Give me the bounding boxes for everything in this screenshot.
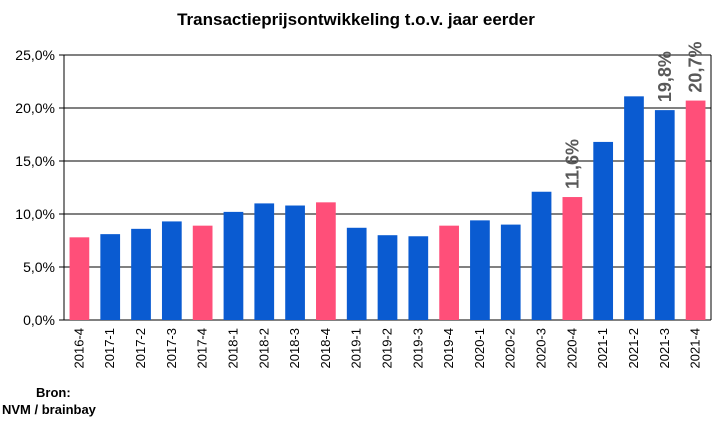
- x-tick-label: 2020-2: [503, 328, 518, 368]
- bar-2019-3: [408, 236, 429, 320]
- bar-2021-3: [654, 110, 675, 321]
- bar-2019-2: [377, 235, 398, 320]
- y-tick-label: 0,0%: [23, 312, 55, 328]
- bar-2017-4: [192, 225, 213, 320]
- y-tick-label: 5,0%: [23, 259, 55, 275]
- bar-2020-3: [531, 191, 552, 320]
- bar-2017-1: [100, 234, 121, 320]
- y-axis-ticks: 0,0% 5,0% 10,0% 15,0% 20,0% 25,0%: [15, 47, 55, 328]
- bar-2019-1: [346, 227, 367, 320]
- x-tick-label: 2018-3: [287, 328, 302, 368]
- x-tick-label: 2019-1: [349, 328, 364, 368]
- x-tick-label: 2021-2: [626, 328, 641, 368]
- source-name: NVM / brainbay: [2, 402, 96, 417]
- x-tick-label: 2017-1: [102, 328, 117, 368]
- data-labels: 11,6% 19,8% 20,7%: [562, 42, 705, 190]
- y-tick-label: 20,0%: [15, 100, 55, 116]
- bar-2021-4: [685, 100, 706, 320]
- x-tick-label: 2021-1: [595, 328, 610, 368]
- bar-2016-4: [69, 237, 90, 320]
- bar-2021-2: [624, 96, 644, 320]
- y-tick-label: 25,0%: [15, 47, 55, 63]
- bar-2021-1: [593, 141, 614, 320]
- x-tick-label: 2018-4: [318, 328, 333, 368]
- bar-2018-4: [316, 202, 336, 320]
- bar-2020-1: [470, 220, 490, 320]
- bar-2019-4: [439, 225, 459, 320]
- bar-2017-2: [131, 228, 151, 320]
- data-label: 11,6%: [562, 139, 582, 189]
- bar-2018-2: [254, 203, 275, 320]
- x-tick-label: 2017-4: [195, 328, 210, 368]
- bars: [69, 96, 706, 321]
- x-tick-label: 2018-2: [256, 328, 271, 368]
- bar-2020-4: [562, 197, 583, 320]
- bar-2020-2: [500, 224, 521, 320]
- x-tick-label: 2019-3: [410, 328, 425, 368]
- x-tick-label: 2018-1: [225, 328, 240, 368]
- bar-2018-3: [285, 205, 305, 320]
- x-tick-label: 2021-4: [688, 328, 703, 368]
- data-label: 19,8%: [655, 51, 675, 102]
- x-tick-label: 2017-3: [164, 328, 179, 368]
- y-tick-label: 10,0%: [15, 206, 55, 222]
- chart-title: Transactieprijsontwikkeling t.o.v. jaar …: [177, 10, 535, 29]
- data-label: 20,7%: [686, 42, 706, 93]
- source-label: Bron:: [36, 385, 71, 400]
- bar-2018-1: [223, 211, 244, 320]
- x-axis-ticks: 2016-4 2017-1 2017-2 2017-3 2017-4 2018-1 2018…: [71, 328, 702, 368]
- y-tick-label: 15,0%: [15, 153, 55, 169]
- x-tick-label: 2020-1: [472, 328, 487, 368]
- x-tick-label: 2016-4: [71, 328, 86, 368]
- x-tick-label: 2017-2: [133, 328, 148, 368]
- x-tick-label: 2019-4: [441, 328, 456, 368]
- x-tick-label: 2021-3: [657, 328, 672, 368]
- bar-2017-3: [161, 221, 182, 320]
- x-tick-label: 2019-2: [380, 328, 395, 368]
- x-tick-label: 2020-4: [564, 328, 579, 368]
- x-tick-label: 2020-3: [534, 328, 549, 368]
